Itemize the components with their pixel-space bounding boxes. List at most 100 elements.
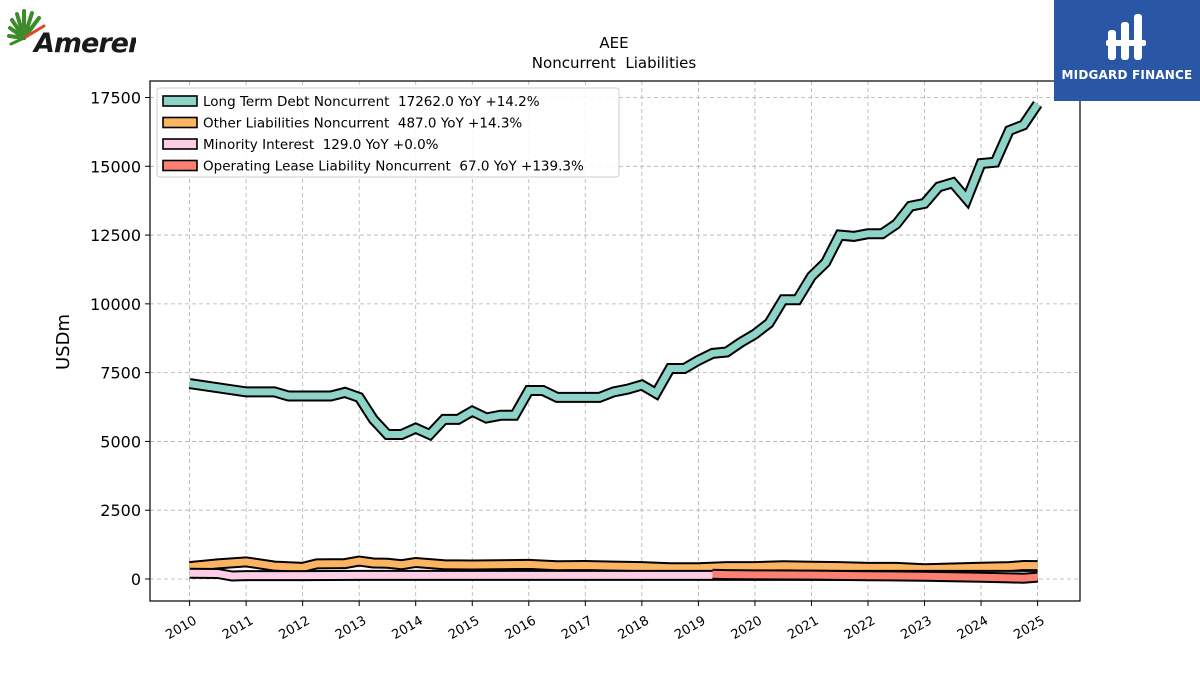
series-0-point	[443, 419, 445, 421]
x-tick-label: 2018	[616, 613, 652, 643]
x-tick-label: 2021	[785, 613, 821, 643]
series-0-point	[896, 223, 898, 225]
series-0-point	[867, 233, 869, 235]
series-0-point	[358, 397, 360, 399]
series-3-point	[811, 574, 813, 576]
series-0-point	[471, 410, 473, 412]
series-0-point	[825, 262, 827, 264]
y-tick-label: 5000	[100, 432, 141, 451]
series-0-point	[599, 397, 601, 399]
brand-name: MIDGARD FINANCE	[1061, 68, 1193, 82]
y-tick-label: 17500	[90, 89, 141, 108]
series-0-point	[797, 299, 799, 301]
series-0-point	[811, 276, 813, 278]
series-3-point	[980, 577, 982, 579]
midgard-mark-icon	[1106, 14, 1146, 60]
x-tick-label: 2023	[898, 613, 934, 643]
series-0-point	[768, 322, 770, 324]
series-0-point	[712, 353, 714, 355]
series-1-point	[387, 563, 389, 565]
y-axis-label: USDm	[53, 314, 74, 370]
x-tick-label: 2020	[729, 613, 765, 643]
series-0-line	[188, 101, 1043, 442]
x-tick-label: 2016	[503, 613, 539, 643]
series-0-point	[542, 390, 544, 392]
series-line	[189, 557, 1038, 573]
x-tick-label: 2015	[446, 613, 482, 643]
legend-swatch	[162, 116, 198, 129]
series-0-point	[528, 390, 530, 392]
series-1-point	[302, 567, 304, 569]
series-1-point	[980, 566, 982, 568]
series-1-point	[556, 565, 558, 567]
series-1-point	[245, 561, 247, 563]
series-2-point	[245, 575, 247, 577]
series-0-point	[655, 393, 657, 395]
series-1-point	[274, 565, 276, 567]
series-1-point	[358, 560, 360, 562]
sunburst-icon	[7, 9, 46, 46]
series-1-point	[1037, 565, 1039, 567]
y-tick-label: 12500	[90, 226, 141, 245]
series-1-point	[471, 564, 473, 566]
legend-swatch	[162, 138, 198, 150]
series-1-point	[698, 567, 700, 569]
series-2-point	[189, 572, 191, 574]
series-0-point	[980, 163, 982, 165]
series-0-point	[839, 234, 841, 236]
series-0-point	[330, 395, 332, 397]
series-3-point	[1023, 577, 1025, 579]
legend-box	[156, 87, 620, 178]
series-0-point	[457, 419, 459, 421]
series-1-point	[839, 566, 841, 568]
series-1-point	[811, 566, 813, 568]
series-0-point	[344, 392, 346, 394]
series-0-point	[966, 199, 968, 201]
x-tick-label: 2010	[163, 613, 199, 643]
series-0-point	[924, 203, 926, 205]
y-tick-label: 10000	[90, 295, 141, 314]
series-1-point	[415, 562, 417, 564]
y-tick-label: 7500	[100, 364, 141, 383]
series-1-point	[1023, 565, 1025, 567]
series-3-line	[712, 568, 1039, 584]
series-0-point	[429, 434, 431, 436]
series-0-point	[952, 182, 954, 184]
y-axis-ticks: 0 2500 5000 7500 10000 12500 15000 17500	[90, 89, 150, 589]
series-1-point	[316, 563, 318, 565]
series-2-point	[471, 575, 473, 577]
series-0-point	[514, 415, 516, 417]
chart-title: AEE	[599, 34, 628, 52]
series-1-point	[217, 563, 219, 565]
x-tick-label: 2012	[276, 613, 312, 643]
series-0-point	[627, 388, 629, 390]
series-1-point	[952, 567, 954, 569]
series-0-point	[698, 360, 700, 362]
ameren-logo: Ameren	[7, 9, 136, 58]
series-3-point	[712, 574, 714, 576]
series-1-point	[1009, 566, 1011, 568]
series-0-point	[726, 351, 728, 353]
series-1-point	[754, 566, 756, 568]
series-0-point	[1009, 130, 1011, 132]
legend-swatch	[162, 159, 198, 172]
series-line	[712, 570, 1038, 582]
series-1-point	[344, 563, 346, 565]
midgard-finance-logo: MIDGARD FINANCE	[1054, 0, 1200, 101]
series-2-point	[358, 575, 360, 577]
x-tick-label: 2019	[672, 613, 708, 643]
series-3-point	[867, 575, 869, 577]
series-1-point	[726, 566, 728, 568]
series-0-point	[669, 368, 671, 370]
legend-label: Other Liabilities Noncurrent 487.0 YoY +…	[203, 116, 522, 132]
series-3-point	[754, 574, 756, 576]
series-0-point	[316, 395, 318, 397]
series-3-point	[726, 574, 728, 576]
y-tick-label: 2500	[100, 501, 141, 520]
series-1-point	[867, 567, 869, 569]
series-1-point	[613, 565, 615, 567]
series-0-point	[1023, 124, 1025, 126]
ameren-logo-text: Ameren	[32, 28, 136, 58]
series-0-point	[302, 395, 304, 397]
series-0-point	[754, 333, 756, 335]
